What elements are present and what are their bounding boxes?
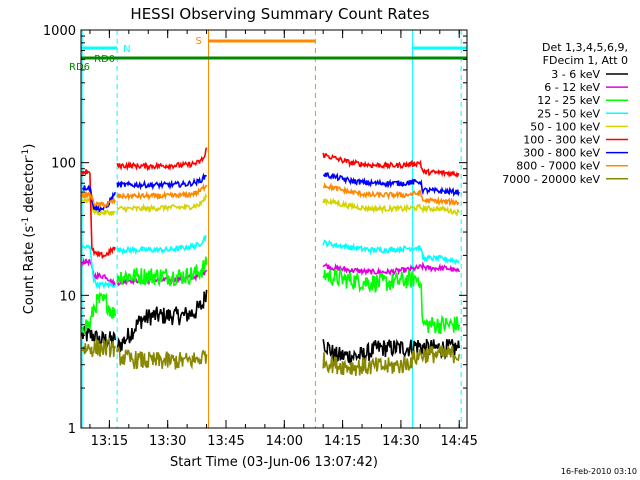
series-line-6-seg-0 (81, 184, 116, 213)
y-tick-label-1000: 1000 (43, 24, 76, 39)
series-line-7-seg-1 (116, 182, 208, 202)
series-line-1-seg-0 (81, 257, 116, 287)
series-line-3-seg-1 (116, 234, 207, 256)
series-line-5-seg-2 (322, 152, 460, 179)
legend-label-5: 100 - 300 keV (523, 134, 600, 147)
flag-label-s: S (196, 36, 202, 47)
series-line-5-seg-1 (116, 147, 208, 172)
x-tick-label-6: 14:45 (440, 434, 477, 449)
series-line-0-seg-1 (116, 289, 208, 352)
legend-header-detectors: Det 1,3,4,5,6,9, (542, 41, 628, 54)
data-series (81, 147, 460, 376)
series-line-1-seg-2 (322, 261, 460, 277)
x-axis-label: Start Time (03-Jun-06 13:07:42) (170, 455, 378, 470)
generation-timestamp: 16-Feb-2010 03:10 (561, 467, 637, 476)
series-line-3-seg-2 (322, 239, 460, 266)
flag-label-rd6: RD6 (69, 62, 90, 73)
legend-label-3: 25 - 50 keV (537, 107, 600, 120)
x-tick-label-1: 13:30 (149, 434, 186, 449)
y-tick-label-10: 10 (59, 289, 76, 304)
y-tick-label-100: 100 (51, 157, 76, 172)
y-axis: 1 10 100 1000 (43, 24, 467, 437)
legend-label-1: 6 - 12 keV (544, 81, 600, 94)
x-tick-label-0: 13:15 (91, 434, 128, 449)
series-line-7-seg-0 (81, 191, 116, 209)
flag-label-n: N (123, 44, 130, 55)
series-line-4-seg-0 (81, 195, 116, 218)
chart-title: HESSI Observing Summary Count Rates (130, 5, 429, 23)
x-tick-label-3: 14:00 (266, 434, 303, 449)
legend: Det 1,3,4,5,6,9, FDecim 1, Att 0 3 - 6 k… (502, 41, 628, 186)
legend-label-2: 12 - 25 keV (537, 94, 600, 107)
x-tick-label-5: 14:30 (382, 434, 419, 449)
y-axis-label: Count Rate (s-1 detector-1) (21, 144, 37, 315)
x-tick-label-4: 14:15 (324, 434, 361, 449)
series-line-0-seg-2 (322, 338, 460, 365)
plot-frame (80, 29, 468, 429)
series-line-2-seg-0 (81, 291, 116, 334)
series-line-8-seg-1 (116, 345, 208, 370)
series-line-3-seg-0 (81, 243, 116, 290)
legend-label-0: 3 - 6 keV (551, 68, 600, 81)
series-line-7-seg-2 (322, 181, 460, 207)
legend-label-8: 7000 - 20000 keV (502, 173, 600, 186)
series-line-0-seg-0 (81, 325, 116, 348)
series-line-6-seg-2 (322, 172, 460, 198)
series-line-6-seg-1 (116, 172, 207, 191)
y-tick-label-1: 1 (68, 422, 76, 437)
legend-label-4: 50 - 100 keV (530, 120, 600, 133)
series-line-2-seg-1 (116, 256, 208, 288)
series-line-4-seg-2 (322, 197, 460, 217)
legend-label-6: 300 - 800 keV (523, 147, 600, 160)
series-line-4-seg-1 (116, 192, 208, 214)
legend-header-fdecim: FDecim 1, Att 0 (543, 54, 628, 67)
flag-bars: S N RD0 RD6 (69, 36, 467, 73)
flag-label-rd0: RD0 (94, 54, 115, 65)
series-line-8-seg-0 (81, 336, 116, 358)
series-line-2-seg-2 (322, 267, 460, 334)
x-tick-label-2: 13:45 (207, 434, 244, 449)
legend-label-7: 800 - 7000 keV (516, 160, 600, 173)
series-line-5-seg-0 (81, 169, 116, 260)
series-line-8-seg-2 (322, 345, 460, 376)
x-axis: 13:15 13:30 13:45 14:00 14:15 14:30 14:45 (89, 30, 478, 449)
